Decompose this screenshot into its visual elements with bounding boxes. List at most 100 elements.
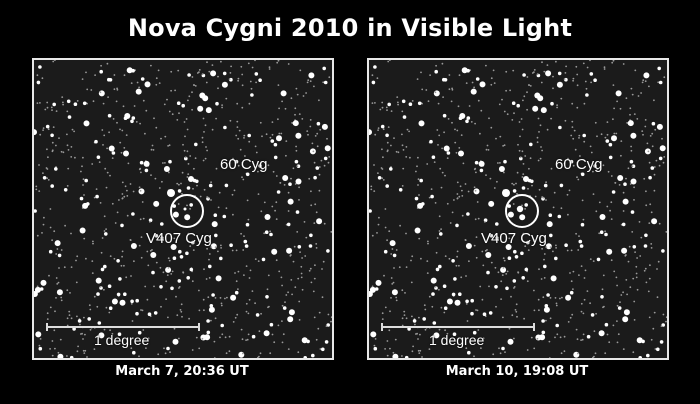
star <box>659 340 664 344</box>
star <box>258 78 262 82</box>
star <box>163 347 165 350</box>
star <box>97 321 102 325</box>
star <box>397 151 400 154</box>
star <box>526 108 528 111</box>
star <box>560 352 563 355</box>
star <box>150 64 152 67</box>
star <box>144 132 146 135</box>
star <box>549 246 552 249</box>
star <box>81 78 84 80</box>
star <box>515 182 517 185</box>
star <box>43 216 45 219</box>
star <box>387 60 390 63</box>
star <box>493 187 496 189</box>
star <box>211 221 218 228</box>
star <box>210 319 212 322</box>
star <box>519 135 521 138</box>
star <box>308 177 311 180</box>
star <box>145 109 148 112</box>
star <box>220 247 223 249</box>
star <box>533 239 536 242</box>
star <box>135 88 142 95</box>
star <box>532 105 539 112</box>
star <box>618 184 621 186</box>
star <box>126 189 128 192</box>
star <box>521 186 526 190</box>
star <box>451 292 456 297</box>
star <box>390 277 393 279</box>
star <box>522 232 525 235</box>
star <box>120 264 123 267</box>
star <box>281 320 283 322</box>
star <box>319 128 322 131</box>
star <box>475 309 477 311</box>
star <box>300 272 303 275</box>
star <box>130 119 134 124</box>
star <box>482 312 487 316</box>
star <box>191 108 194 111</box>
star <box>538 131 540 133</box>
scale-bar <box>381 323 535 331</box>
star <box>103 134 106 137</box>
star <box>219 256 223 261</box>
star <box>505 70 508 73</box>
star <box>622 198 629 205</box>
star <box>292 120 299 127</box>
star <box>580 265 583 267</box>
star <box>170 70 173 73</box>
star <box>428 348 431 350</box>
star <box>559 336 562 339</box>
star <box>395 150 398 153</box>
star <box>489 177 492 180</box>
star <box>640 92 642 94</box>
star <box>446 202 449 205</box>
star <box>577 178 580 181</box>
star <box>617 306 622 310</box>
star <box>213 357 216 358</box>
star <box>610 201 613 204</box>
star <box>497 271 500 274</box>
star <box>313 161 316 164</box>
star <box>373 190 376 193</box>
star-field-image-left: 60 Cyg V407 Cyg 1 degree <box>32 58 334 360</box>
star <box>58 267 60 269</box>
star <box>314 264 316 267</box>
star <box>421 102 423 105</box>
star <box>534 195 537 198</box>
star <box>52 126 55 128</box>
star <box>50 106 53 109</box>
star <box>235 249 238 252</box>
star <box>580 310 583 313</box>
star <box>276 61 279 64</box>
star <box>218 191 221 194</box>
star <box>485 64 487 67</box>
star <box>412 319 417 323</box>
star <box>127 162 130 165</box>
star <box>70 317 73 320</box>
star <box>307 133 309 136</box>
star <box>440 228 442 231</box>
star <box>468 260 470 263</box>
star <box>538 188 541 191</box>
star <box>236 120 239 123</box>
star <box>633 186 635 189</box>
star <box>513 286 516 288</box>
star <box>244 244 249 248</box>
star <box>121 197 124 200</box>
star <box>208 264 212 269</box>
star <box>552 75 554 78</box>
star <box>120 151 123 154</box>
star <box>83 194 85 196</box>
star <box>555 304 558 307</box>
star <box>571 120 574 123</box>
star <box>116 211 119 214</box>
star <box>330 316 332 319</box>
star <box>198 289 200 292</box>
star <box>186 186 191 190</box>
star <box>206 247 209 250</box>
star <box>55 110 58 112</box>
star <box>225 97 228 100</box>
star <box>578 137 580 139</box>
star <box>419 178 423 183</box>
star <box>500 298 502 300</box>
